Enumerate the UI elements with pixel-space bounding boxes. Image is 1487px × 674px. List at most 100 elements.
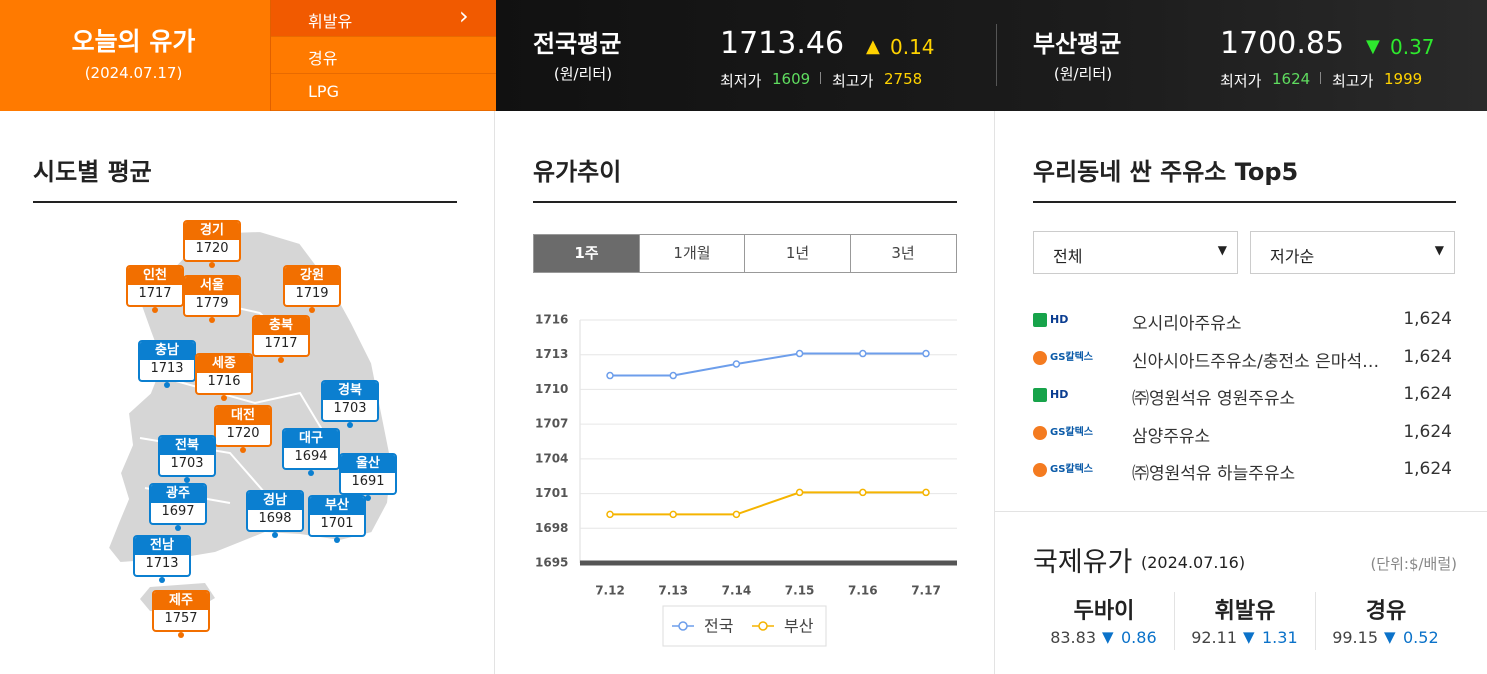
- region-dot: [175, 525, 181, 531]
- title-underline: [533, 201, 957, 203]
- station-name: ㈜영원석유 영원주유소: [1132, 389, 1296, 409]
- region-dot: [334, 537, 340, 543]
- avg-price: 1713.46: [720, 26, 845, 61]
- region-badge: 대구 1694: [282, 428, 340, 470]
- header-left: [0, 0, 270, 111]
- point: [669, 510, 677, 519]
- region-badge: 제주 1757: [152, 590, 210, 632]
- brand-name: HD: [1050, 313, 1069, 326]
- region-badge: 인천 1717: [126, 265, 184, 307]
- max-value: 1999: [1384, 70, 1423, 88]
- region-dot: [152, 307, 158, 313]
- region-value: 1701: [320, 516, 354, 531]
- point: [606, 371, 614, 380]
- section-title: 유가추이: [533, 158, 622, 186]
- avg-price: 1700.85: [1220, 26, 1345, 61]
- region-value: 1691: [351, 474, 385, 489]
- point: [922, 349, 930, 358]
- brand-icon: [1033, 388, 1047, 402]
- point: [606, 510, 614, 519]
- region-value: 1716: [207, 374, 241, 389]
- brand-logo: HD: [1033, 385, 1103, 405]
- min-value: 1624: [1272, 70, 1311, 88]
- region-value: 1694: [294, 449, 328, 464]
- legend-label: 부산: [784, 617, 814, 636]
- region-name: 전남: [135, 537, 189, 555]
- station-price: 1,624: [1403, 384, 1452, 404]
- fuel-tab[interactable]: 경유: [271, 37, 496, 74]
- region-name: 인천: [128, 267, 182, 285]
- title-underline: [33, 201, 457, 203]
- y-tick-label: 1695: [535, 556, 568, 570]
- period-tab[interactable]: 1주: [533, 234, 640, 273]
- y-tick-label: 1713: [535, 347, 568, 361]
- region-name: 광주: [151, 485, 205, 503]
- brand-icon: [1033, 313, 1047, 327]
- y-tick-label: 1698: [535, 521, 568, 535]
- station-price: 1,624: [1403, 459, 1452, 479]
- point: [732, 510, 741, 519]
- region-dot: [178, 632, 184, 638]
- point: [922, 488, 930, 497]
- series-line: [610, 352, 926, 377]
- region-badge: 강원 1719: [283, 265, 341, 307]
- region-name: 충북: [254, 317, 308, 335]
- legend-marker: [758, 621, 768, 631]
- station-name: 신아시아드주유소/충전소 은마석…: [1132, 351, 1380, 372]
- intl-value: 99.15: [1332, 628, 1378, 647]
- region-badge: 경기 1720: [183, 220, 241, 262]
- header-dark: [496, 0, 1487, 111]
- fuel-tab[interactable]: 휘발유 ›: [271, 0, 496, 37]
- legend-label: 전국: [704, 617, 733, 636]
- fuel-tab[interactable]: LPG: [271, 74, 496, 111]
- x-tick-label: 7.13: [658, 584, 688, 598]
- section-title: 우리동네 싼 주유소 Top5: [1033, 158, 1299, 186]
- point: [795, 349, 804, 358]
- region-name: 경북: [323, 382, 377, 400]
- intl-date: (2024.07.16): [1141, 553, 1246, 572]
- region-badge: 부산 1701: [308, 495, 366, 537]
- down-arrow: ▼: [1102, 628, 1114, 646]
- region-dot: [347, 422, 353, 428]
- region-dot: [209, 317, 215, 323]
- period-tab[interactable]: 3년: [849, 234, 957, 273]
- region-name: 강원: [285, 267, 339, 285]
- period-tab[interactable]: 1년: [744, 234, 851, 273]
- region-dot: [278, 357, 284, 363]
- region-badge: 경북 1703: [321, 380, 379, 422]
- brand-name: GS칼텍스: [1050, 464, 1094, 475]
- section-title: 시도별 평균: [33, 158, 152, 186]
- intl-change: 0.52: [1403, 628, 1439, 647]
- intl-name: 경유: [1365, 599, 1407, 624]
- region-name: 부산: [310, 497, 364, 515]
- intl-name: 두바이: [1073, 599, 1135, 624]
- divider: [994, 111, 995, 674]
- brand-icon: [1033, 463, 1047, 477]
- y-tick-label: 1701: [535, 486, 568, 500]
- brand-logo: HD: [1033, 310, 1103, 330]
- brand-icon: [1033, 350, 1047, 365]
- region-dot: [272, 532, 278, 538]
- title-underline: [1033, 201, 1456, 203]
- point: [732, 360, 741, 368]
- brand-name: GS칼텍스: [1050, 426, 1094, 438]
- header-title: 오늘의 유가: [71, 27, 196, 56]
- region-name: 울산: [341, 455, 395, 473]
- station-name: 삼양주유소: [1132, 426, 1211, 447]
- avg-change: 0.14: [890, 35, 935, 59]
- filter-select[interactable]: 저가순 ▼: [1250, 231, 1455, 274]
- period-tab[interactable]: 1개월: [638, 234, 746, 273]
- filter-select[interactable]: 전체 ▼: [1033, 231, 1238, 274]
- region-name: 서울: [185, 277, 239, 295]
- point: [669, 371, 677, 380]
- divider: [996, 24, 997, 86]
- line-chart: 1695 1698 1701 1704 1707 1710 1713 1716 7.12 7.13…: [535, 313, 957, 647]
- region-name: 경기: [185, 222, 239, 240]
- y-tick-label: 1716: [535, 313, 568, 327]
- region-badge: 대전 1720: [214, 405, 272, 447]
- header-date: (2024.07.17): [84, 64, 183, 82]
- region-dot: [365, 495, 371, 501]
- region-name: 경남: [248, 492, 302, 510]
- max-label: 최고가: [1332, 72, 1374, 90]
- min-label: 최저가: [720, 72, 762, 90]
